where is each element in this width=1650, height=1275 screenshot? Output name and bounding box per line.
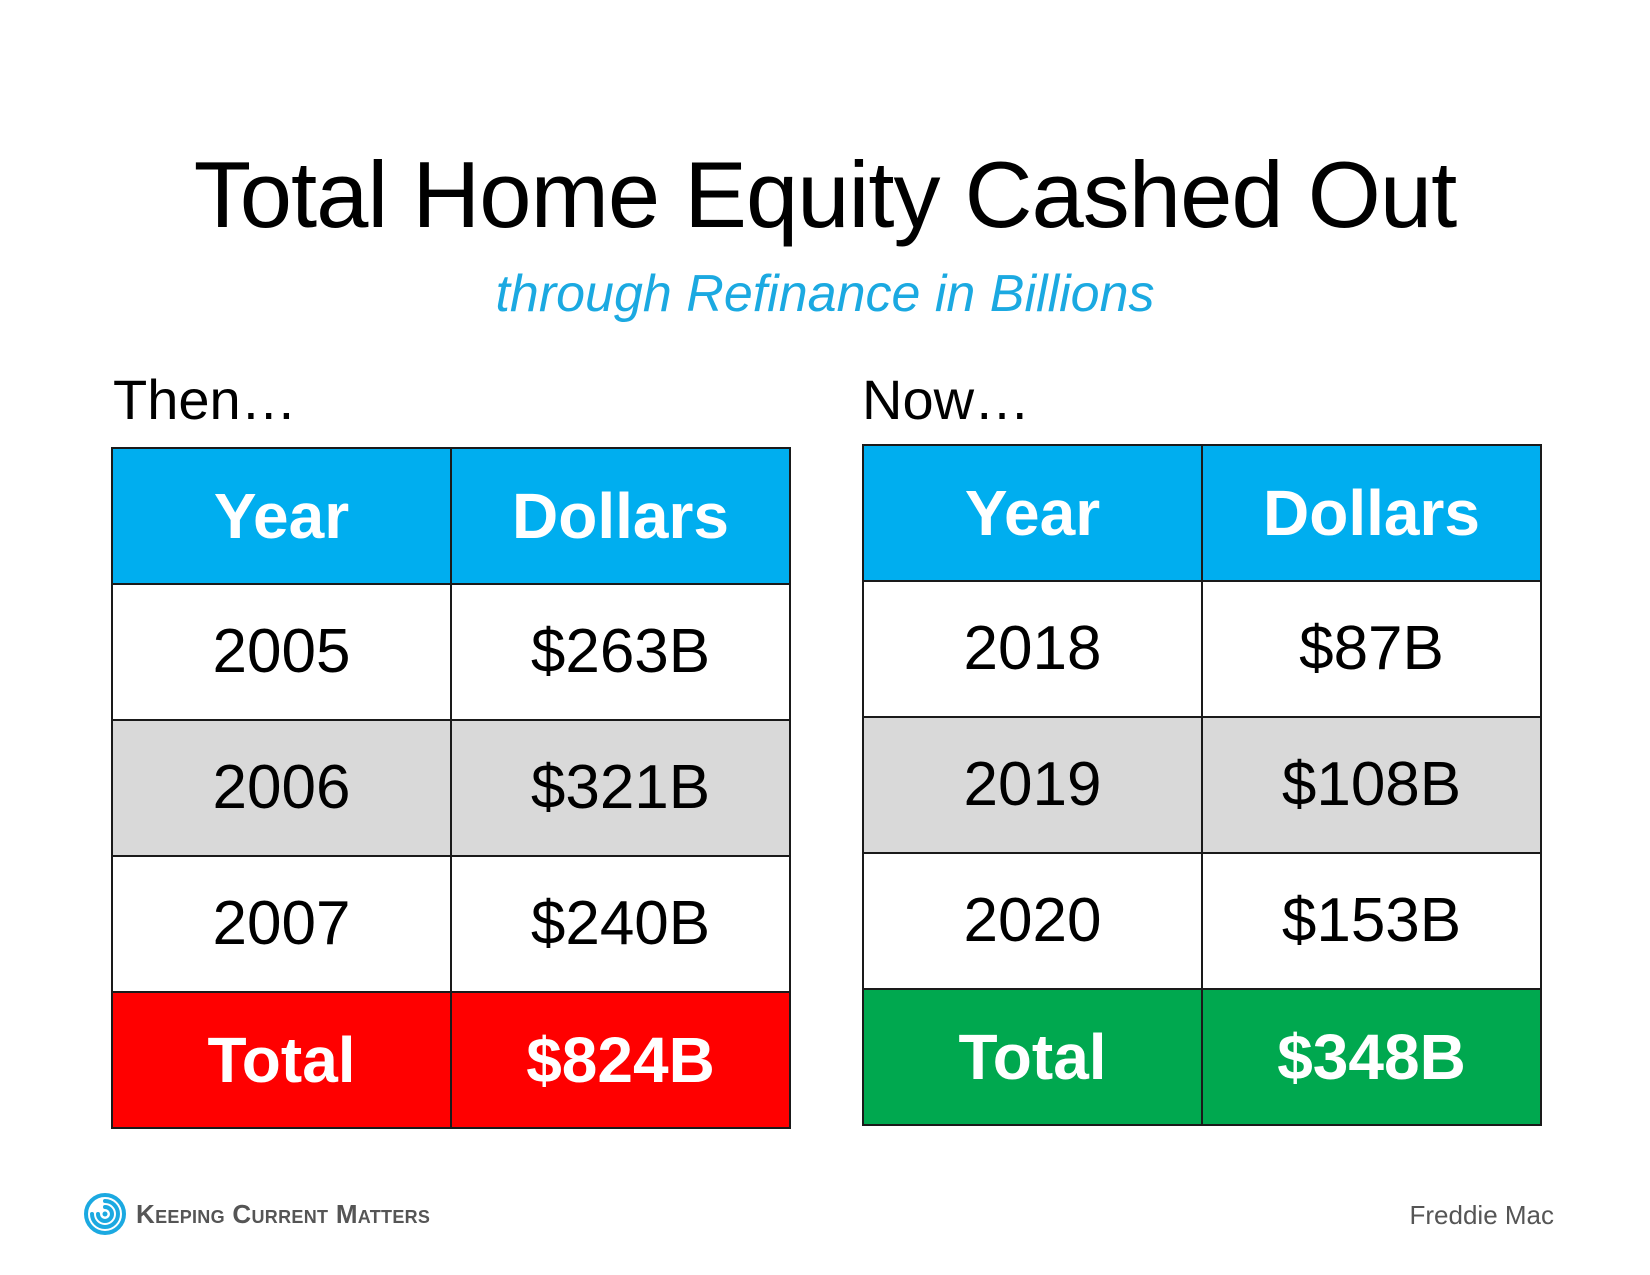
total-label-cell: Total: [111, 991, 452, 1129]
year-cell: 2006: [111, 719, 452, 857]
table-header-row: Year Dollars: [111, 447, 791, 585]
dollars-cell: $240B: [450, 855, 791, 993]
total-row: Total $348B: [862, 988, 1542, 1126]
year-cell: 2020: [862, 852, 1203, 990]
total-label-cell: Total: [862, 988, 1203, 1126]
brand-name: Keeping Current Matters: [136, 1198, 431, 1229]
swirl-logo-icon: [84, 1193, 126, 1235]
table-row: 2005 $263B: [111, 583, 791, 721]
table-row: 2007 $240B: [111, 855, 791, 993]
year-header: Year: [111, 447, 452, 585]
table-row: 2006 $321B: [111, 719, 791, 857]
year-cell: 2019: [862, 716, 1203, 854]
table-header-row: Year Dollars: [862, 444, 1542, 582]
source-credit: Freddie Mac: [1409, 1200, 1555, 1230]
table-row: 2019 $108B: [862, 716, 1542, 854]
year-cell: 2007: [111, 855, 452, 993]
year-cell: 2018: [862, 580, 1203, 718]
total-value-cell: $824B: [450, 991, 791, 1129]
brand-logo: Keeping Current Matters: [84, 1192, 430, 1236]
total-value-cell: $348B: [1201, 988, 1542, 1126]
dollars-cell: $153B: [1201, 852, 1542, 990]
page-subtitle: through Refinance in Billions: [495, 265, 1155, 323]
now-table: Year Dollars 2018 $87B 2019 $108B 2020 $…: [862, 444, 1542, 1126]
dollars-cell: $108B: [1201, 716, 1542, 854]
dollars-header: Dollars: [1201, 444, 1542, 582]
table-row: 2018 $87B: [862, 580, 1542, 718]
dollars-header: Dollars: [450, 447, 791, 585]
dollars-cell: $263B: [450, 583, 791, 721]
year-cell: 2005: [111, 583, 452, 721]
table-row: 2020 $153B: [862, 852, 1542, 990]
dollars-cell: $321B: [450, 719, 791, 857]
page-title: Total Home Equity Cashed Out: [193, 142, 1458, 247]
then-label: Then…: [113, 368, 297, 431]
year-header: Year: [862, 444, 1203, 582]
dollars-cell: $87B: [1201, 580, 1542, 718]
now-label: Now…: [862, 368, 1031, 431]
then-table: Year Dollars 2005 $263B 2006 $321B 2007 …: [111, 447, 791, 1129]
total-row: Total $824B: [111, 991, 791, 1129]
